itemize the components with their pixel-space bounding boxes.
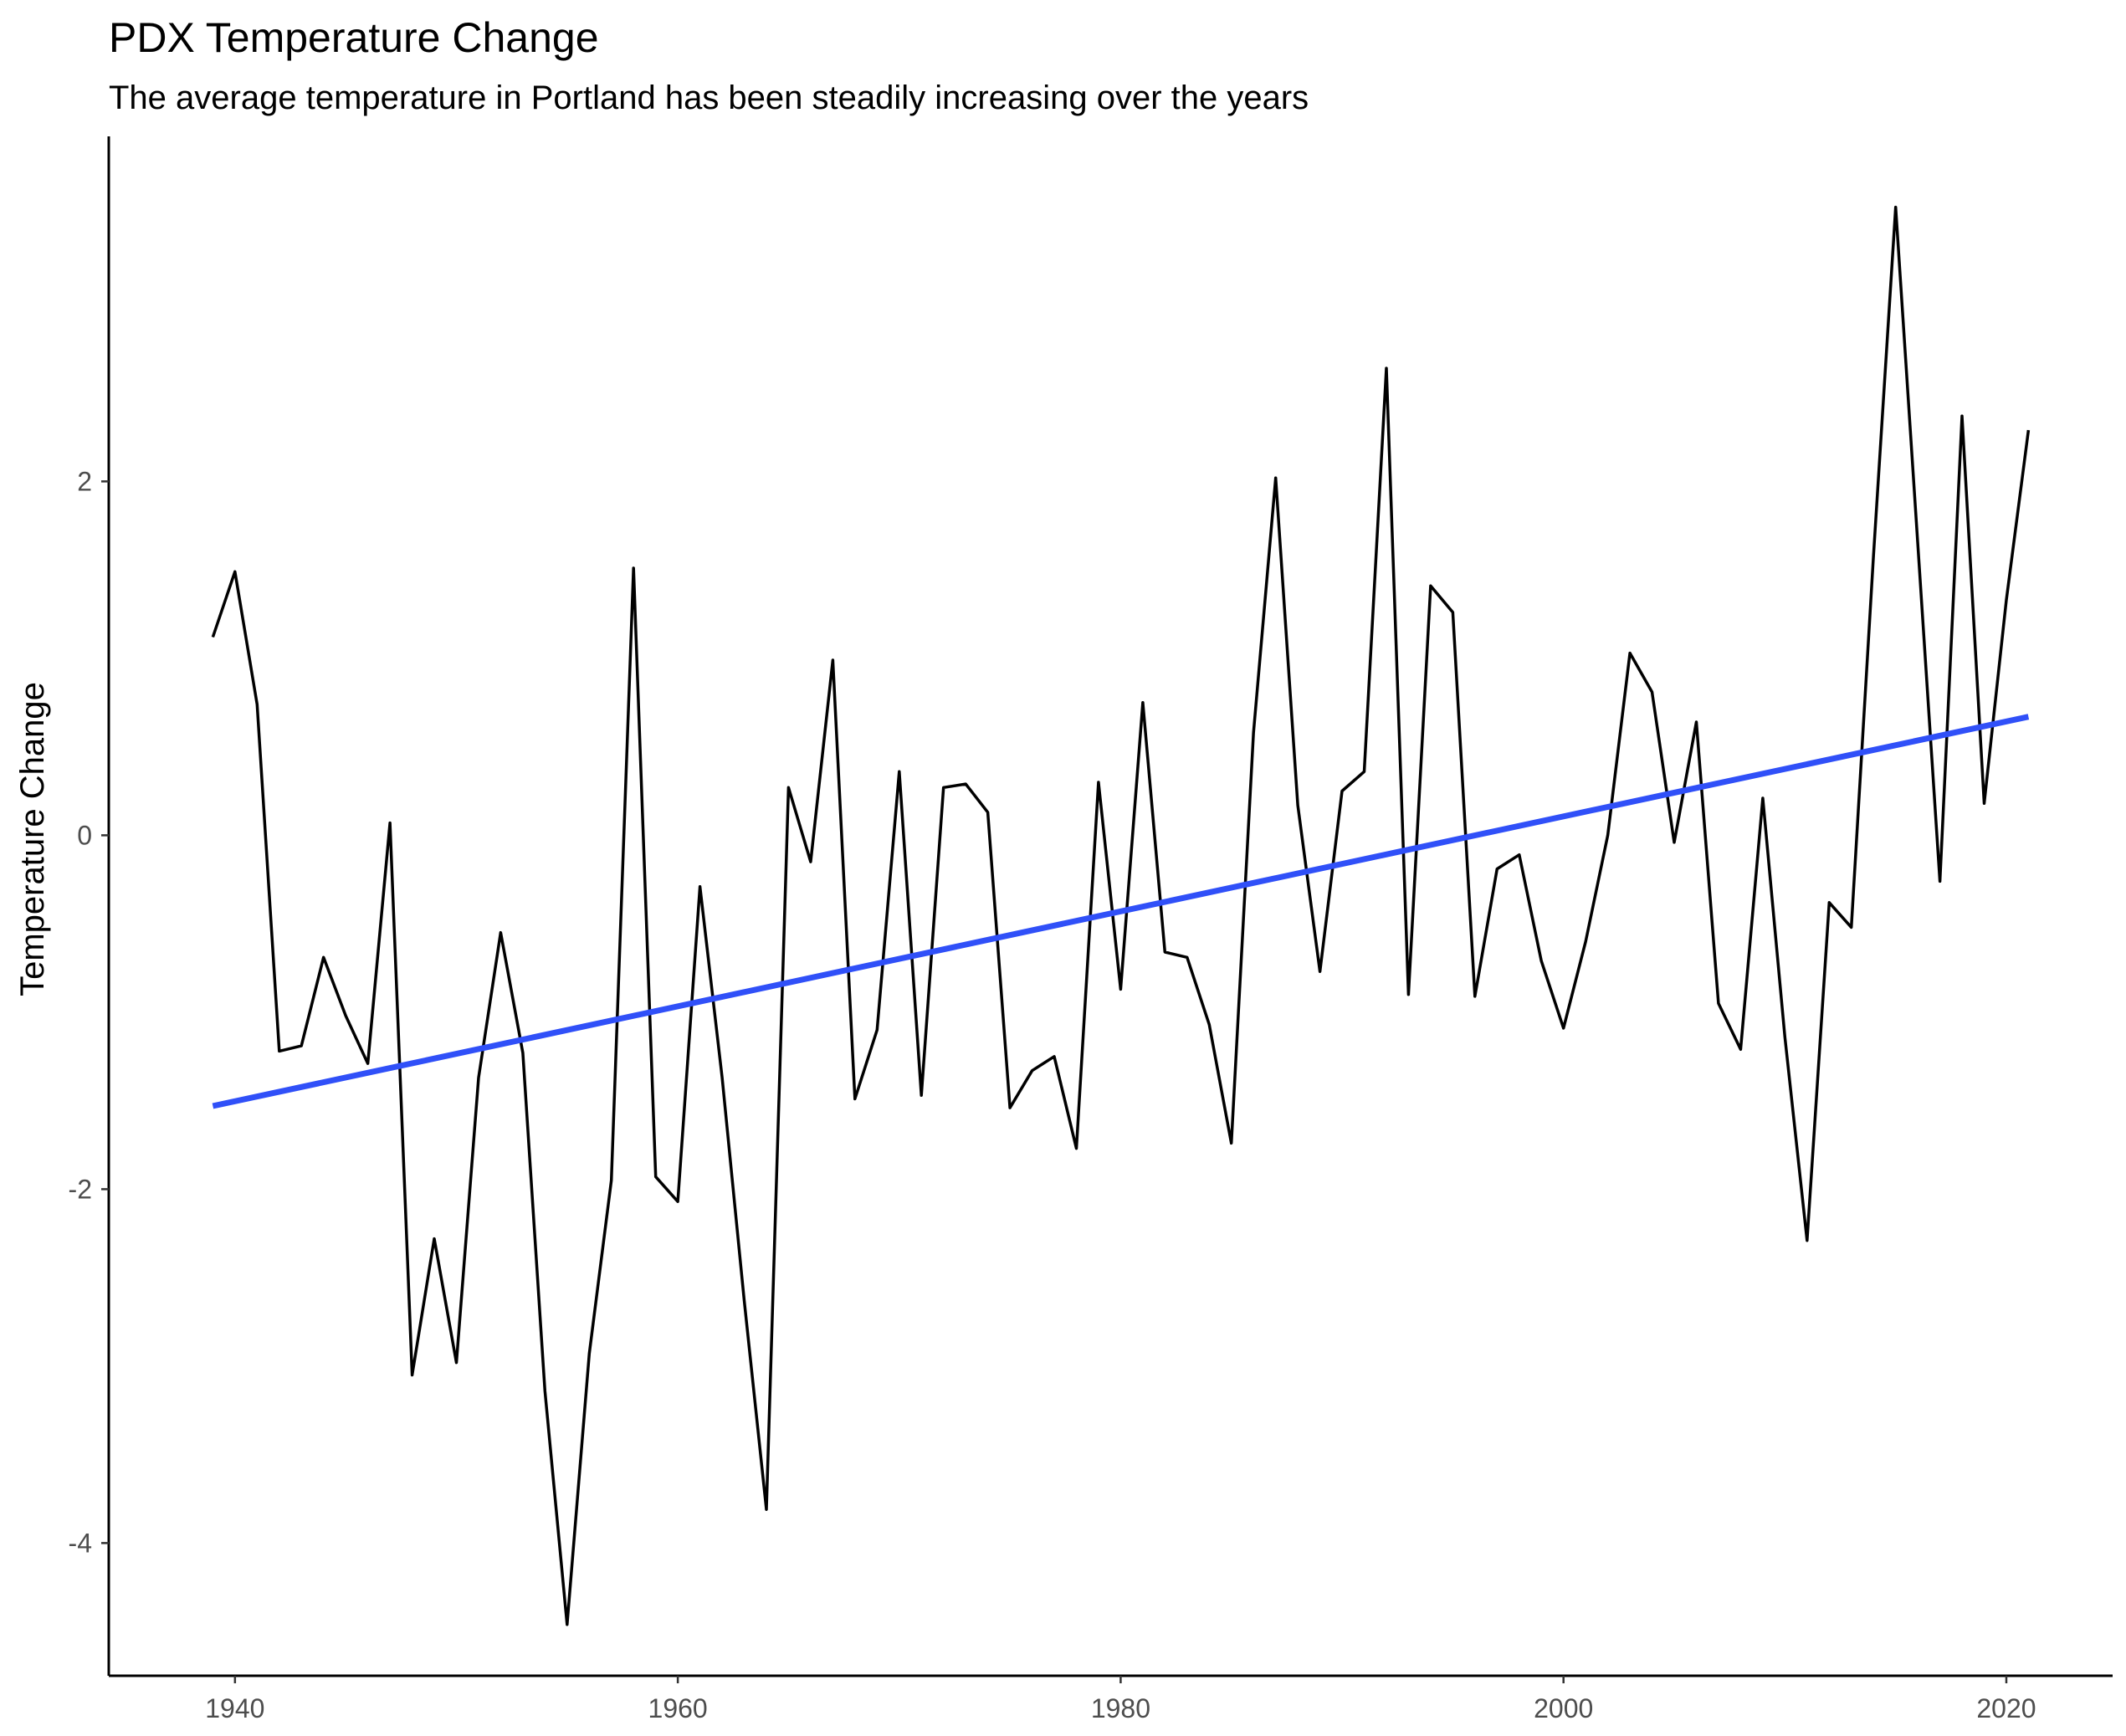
axes xyxy=(107,136,2113,1677)
x-tick-label: 2020 xyxy=(1976,1693,2036,1723)
x-tick-label: 1940 xyxy=(205,1693,264,1723)
ticks: 1940 1960 1980 2000 2020 -4 -2 0 2 xyxy=(69,466,2036,1723)
chart-subtitle: The average temperature in Portland has … xyxy=(109,79,1309,116)
temperature-change-line xyxy=(211,205,2031,1626)
y-tick-label: 2 xyxy=(77,466,92,496)
y-tick-label: -2 xyxy=(69,1174,92,1204)
chart-title: PDX Temperature Change xyxy=(109,14,599,61)
y-tick-label: -4 xyxy=(69,1528,92,1558)
x-tick-label: 1980 xyxy=(1091,1693,1150,1723)
y-axis-title: Temperature Change xyxy=(14,682,51,996)
trend-line xyxy=(212,714,2030,1109)
x-tick-label: 1960 xyxy=(648,1693,708,1723)
y-tick-label: 0 xyxy=(77,820,92,850)
x-tick-label: 2000 xyxy=(1534,1693,1593,1723)
plot-area xyxy=(211,205,2031,1626)
